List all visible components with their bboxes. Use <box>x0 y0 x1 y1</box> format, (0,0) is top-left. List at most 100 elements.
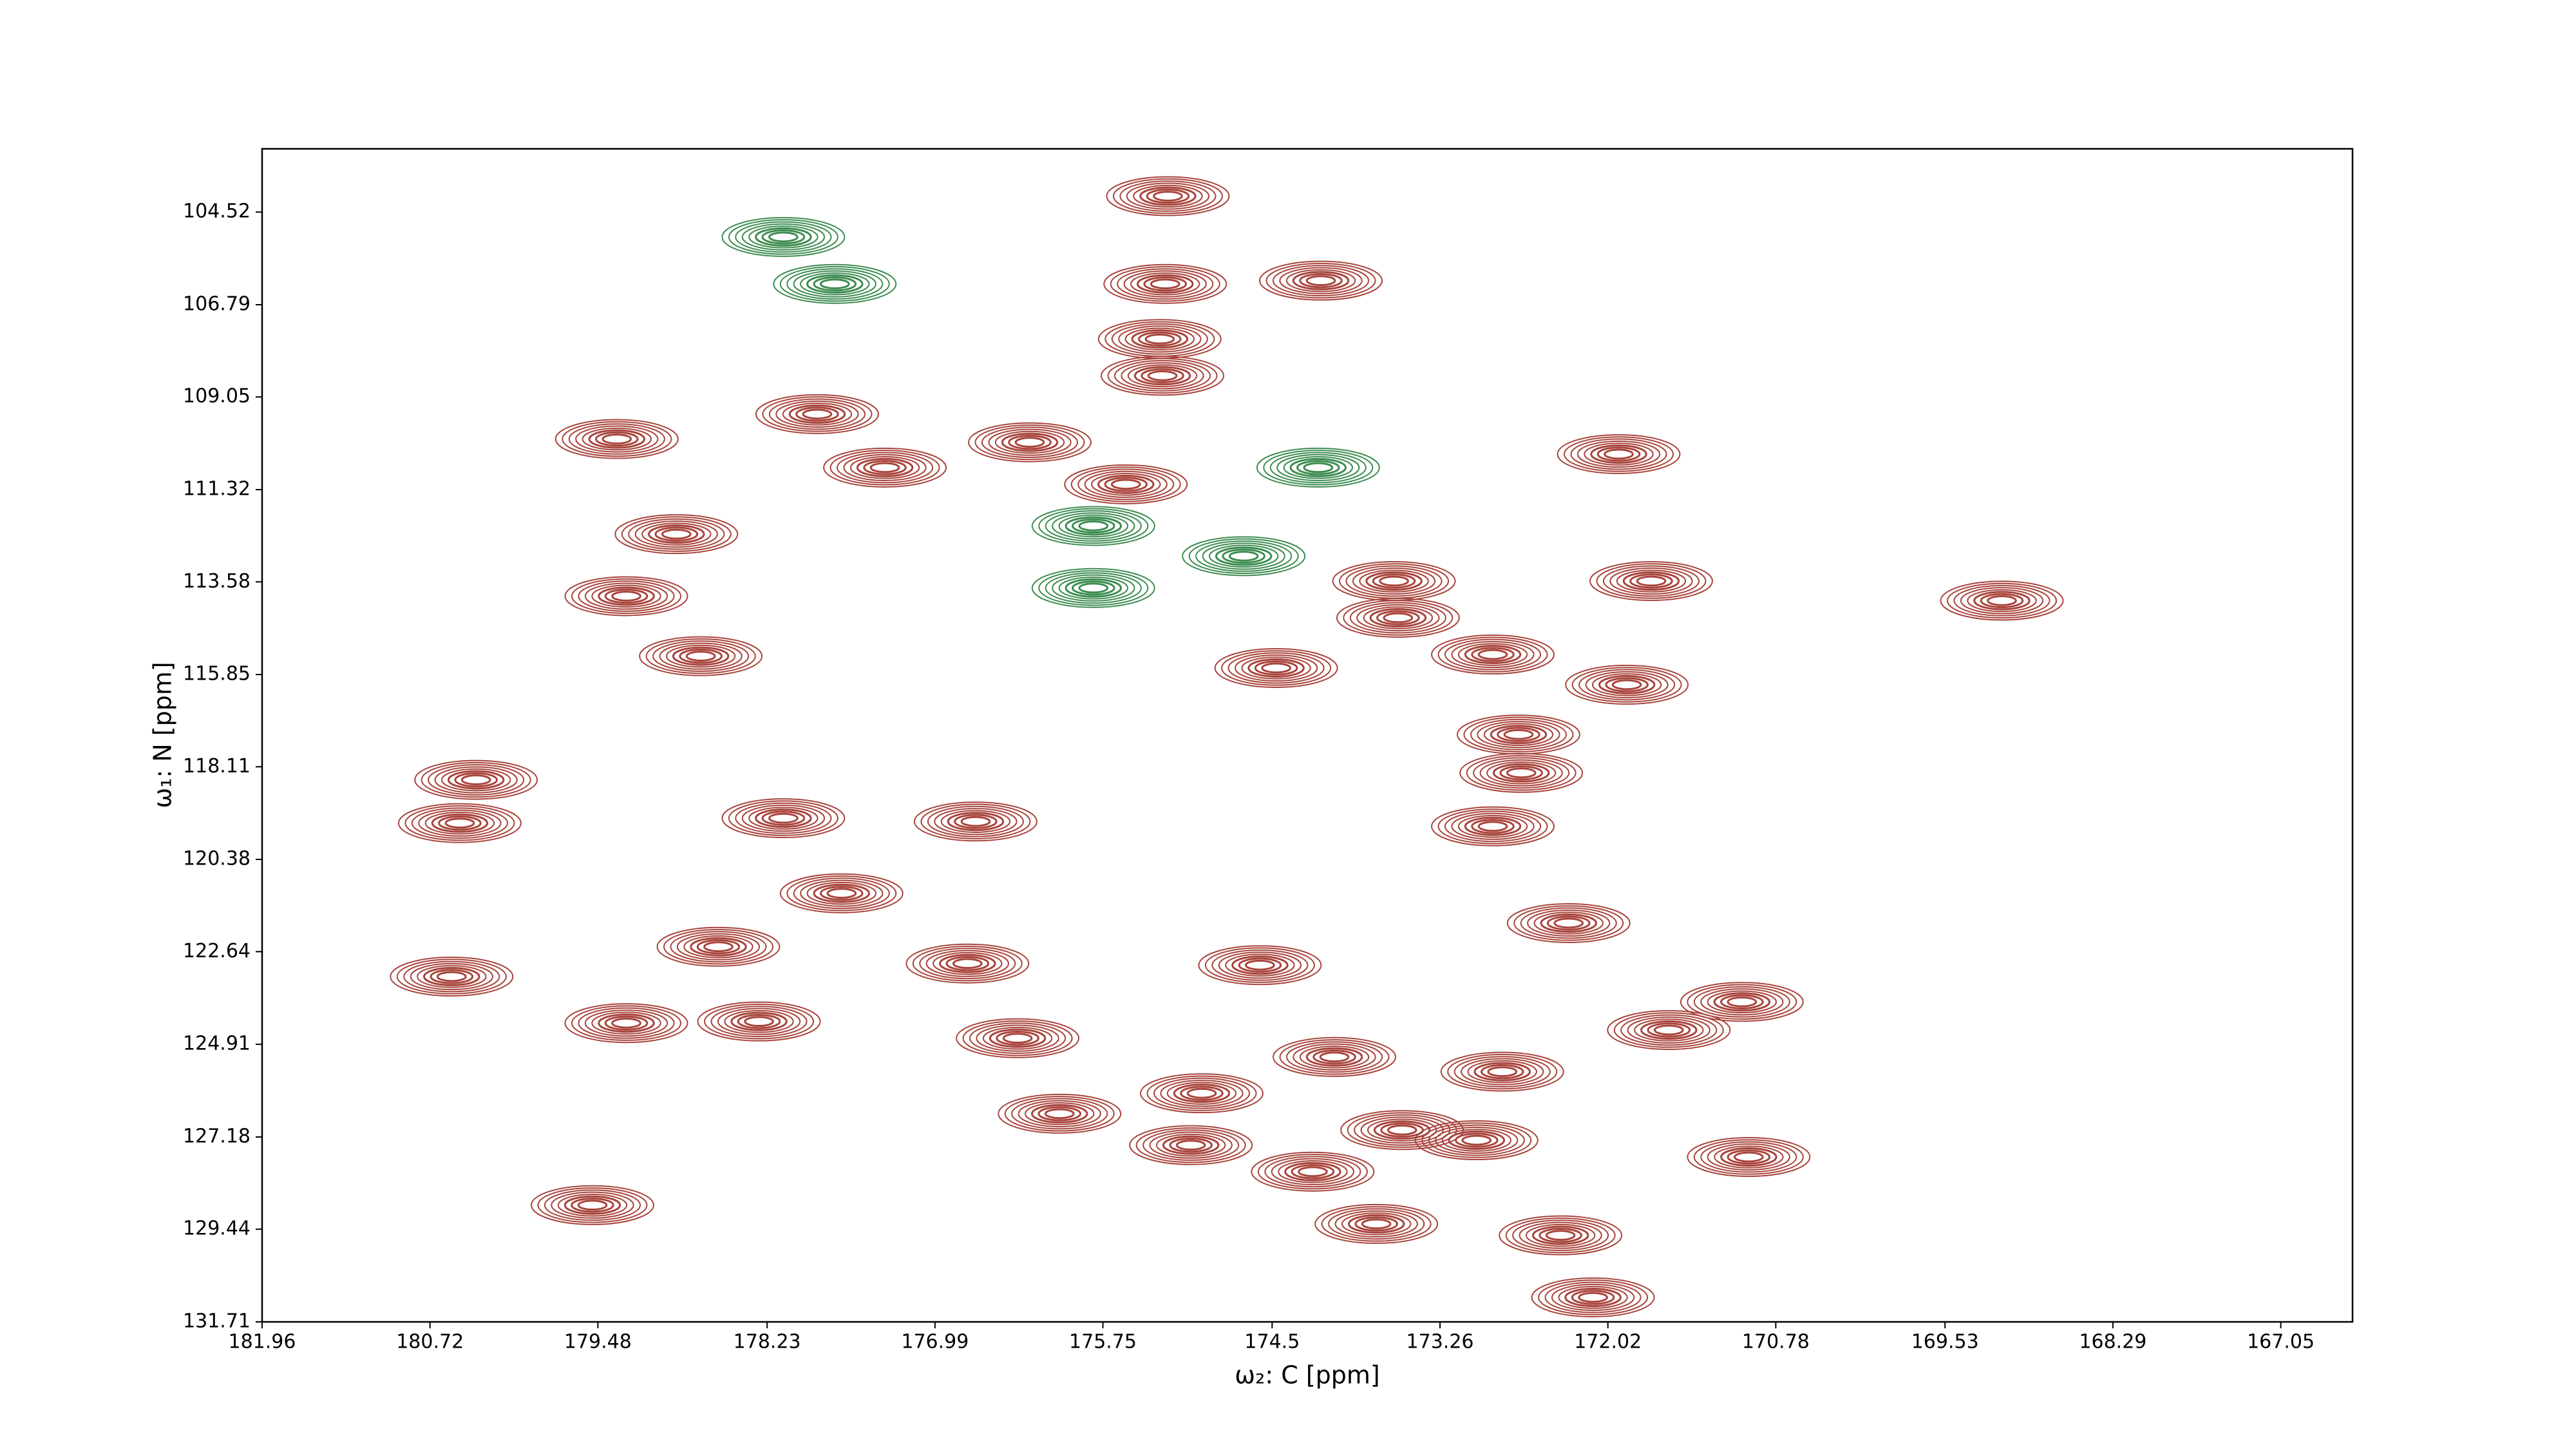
contour-ring <box>1693 986 1790 1018</box>
contour-ring <box>806 274 864 294</box>
contour-ring <box>1727 996 1757 1008</box>
contour-ring <box>588 429 646 449</box>
contour-ring <box>1448 1131 1506 1151</box>
contour-ring <box>1334 1210 1418 1238</box>
contour-ring <box>1471 647 1515 662</box>
contour-ring <box>1058 576 1129 600</box>
contour-ring <box>1447 1053 1558 1090</box>
contour-ring <box>679 648 723 664</box>
contour-ring <box>826 888 857 899</box>
y-tick-label: 113.58 <box>183 570 251 593</box>
peak <box>1031 568 1155 608</box>
contour-ring <box>1166 1082 1237 1105</box>
contour-ring <box>1347 1214 1405 1234</box>
peak <box>530 1185 654 1225</box>
contour-ring <box>1611 679 1642 691</box>
contour-ring <box>1531 1225 1589 1245</box>
contour-ring <box>656 926 781 967</box>
y-tick-label: 111.32 <box>183 478 251 501</box>
contour-ring <box>1613 1012 1724 1048</box>
peak <box>554 419 679 459</box>
contour-ring <box>1231 955 1289 975</box>
contour-ring <box>1946 582 2058 619</box>
contour-ring <box>773 263 897 304</box>
peak <box>1607 1009 1731 1050</box>
contour-ring <box>1147 370 1178 381</box>
contour-ring <box>1680 982 1804 1022</box>
contour-ring <box>1627 1016 1710 1044</box>
contour-ring <box>601 434 632 444</box>
y-tick-label: 127.18 <box>183 1125 251 1147</box>
contour-ring <box>1557 434 1681 474</box>
contour-ring <box>735 221 832 253</box>
contour-ring <box>1589 560 1713 601</box>
peak <box>397 803 522 843</box>
contour-ring <box>927 805 1025 837</box>
contour-ring <box>1264 1156 1361 1188</box>
contour-ring <box>1577 440 1661 468</box>
contour-ring <box>1292 271 1350 291</box>
contour-ring <box>1464 645 1522 665</box>
contour-ring <box>648 524 705 544</box>
contour-ring <box>762 396 873 432</box>
contour-ring <box>396 959 507 995</box>
contour-ring <box>685 651 716 662</box>
contour-ring <box>782 403 853 426</box>
contour-ring <box>1558 1286 1628 1309</box>
contour-ring <box>1131 329 1189 349</box>
contour-ring <box>768 398 866 430</box>
contour-ring <box>1365 571 1423 591</box>
contour-ring <box>554 419 679 459</box>
contour-ring <box>1031 1103 1088 1123</box>
contour-ring <box>1025 1102 1095 1125</box>
contour-ring <box>1987 595 2017 606</box>
contour-ring <box>748 225 819 249</box>
contour-ring <box>755 227 812 247</box>
y-tick-label: 131.71 <box>183 1310 251 1333</box>
contour-ring <box>1251 1151 1375 1192</box>
contour-ring <box>1112 178 1224 215</box>
contour-ring <box>1591 673 1662 696</box>
contour-ring <box>564 1003 688 1044</box>
contour-ring <box>1596 563 1707 599</box>
peak <box>1336 598 1460 638</box>
contour-ring <box>1263 450 1374 486</box>
contour-ring <box>1072 580 1115 596</box>
contour-ring <box>1149 1131 1233 1159</box>
contour-ring <box>819 886 864 901</box>
contour-ring <box>1150 278 1180 290</box>
contour-ring <box>1296 460 1340 475</box>
contour-ring <box>1471 819 1515 834</box>
contour-ring <box>1503 729 1534 740</box>
peak <box>956 1018 1080 1058</box>
contour-ring <box>1459 752 1584 793</box>
contour-ring <box>1153 191 1183 202</box>
contour-ring <box>940 810 1011 833</box>
contour-ring <box>1421 1122 1532 1158</box>
contour-ring <box>571 1198 614 1213</box>
contour-ring <box>1221 650 1332 686</box>
contour-ring <box>652 640 750 672</box>
contour-ring <box>1139 186 1197 206</box>
contour-ring <box>1198 945 1322 986</box>
peak <box>390 956 514 997</box>
contour-ring <box>1269 452 1367 484</box>
peak <box>1140 1073 1264 1114</box>
peak <box>779 873 904 913</box>
contour-ring <box>1653 1024 1684 1036</box>
contour-ring <box>1461 1134 1492 1146</box>
contour-ring <box>939 953 996 973</box>
peak <box>614 514 739 555</box>
peak <box>773 263 897 304</box>
contour-ring <box>1457 814 1528 838</box>
x-tick-label: 167.05 <box>2247 1331 2315 1353</box>
peak <box>656 926 781 967</box>
y-tick-label: 124.91 <box>183 1033 251 1055</box>
contour-ring <box>1037 1106 1082 1122</box>
contour-ring <box>1091 473 1161 496</box>
contour-ring <box>952 958 983 970</box>
contour-ring <box>1044 1108 1075 1120</box>
contour-ring <box>1544 1281 1642 1313</box>
contour-ring <box>1980 593 2024 609</box>
contour-ring <box>1444 810 1542 843</box>
